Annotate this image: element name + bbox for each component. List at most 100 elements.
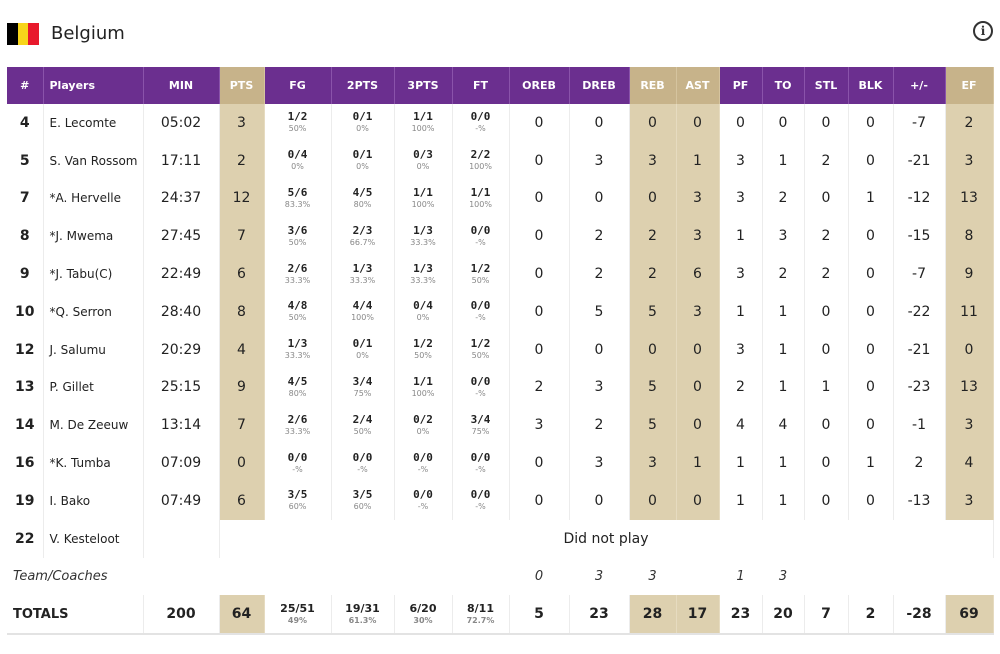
player-row: 19 I. Bako 07:49 6 3/5 60% 3/5 60% 0/0 -% 0/0 -% 0 0 0…	[7, 481, 994, 520]
turnovers: 0	[762, 104, 805, 142]
player-name[interactable]: *Q. Serron	[43, 292, 144, 331]
shot-ratio: 0/2	[413, 412, 433, 426]
two-pointers: 0/0 -%	[331, 444, 395, 482]
shot-percentage: 60%	[353, 502, 372, 512]
player-name[interactable]: *K. Tumba	[43, 444, 144, 482]
shot-percentage: -%	[292, 464, 303, 474]
shot-ratio: 19/31	[345, 601, 380, 615]
column-header-oreb[interactable]: OREB	[509, 67, 570, 104]
defensive-rebounds: 5	[569, 292, 630, 331]
player-name[interactable]: V. Kesteloot	[43, 519, 144, 558]
two-pointers: 2/3 66.7%	[331, 217, 395, 256]
column-header-pf[interactable]: PF	[719, 67, 763, 104]
column-header-min[interactable]: MIN	[143, 67, 220, 104]
minutes: 27:45	[143, 217, 220, 256]
player-row: 9 *J. Tabu(C) 22:49 6 2/6 33.3% 1/3 33.3% 1/3 33.…	[7, 255, 994, 293]
player-name[interactable]: M. De Zeeuw	[43, 406, 144, 445]
shot-percentage: 50%	[353, 426, 372, 436]
player-name[interactable]: *A. Hervelle	[43, 179, 144, 218]
player-row: 5 S. Van Rossom 17:11 2 0/4 0% 0/1 0% 0/3 0% 2/2 10…	[7, 141, 994, 180]
column-header-pts[interactable]: PTS	[219, 67, 265, 104]
field-goals: 3/6 50%	[264, 217, 332, 256]
rebounds: 2	[629, 217, 677, 256]
shot-ratio: 3/6	[287, 223, 308, 237]
steals: 0	[804, 406, 849, 445]
column-header-2pts[interactable]: 2PTS	[331, 67, 395, 104]
turnovers: 2	[762, 179, 805, 218]
shot-percentage: 0%	[416, 162, 430, 172]
player-name[interactable]: E. Lecomte	[43, 104, 144, 142]
field-goals: 0/4 0%	[264, 141, 332, 180]
shot-ratio: 0/0	[470, 223, 491, 237]
shot-ratio: 2/4	[352, 412, 373, 426]
personal-fouls: 1	[736, 568, 745, 584]
player-name[interactable]: J. Salumu	[43, 330, 144, 369]
plus-minus: -12	[893, 179, 946, 218]
efficiency: 13	[945, 179, 994, 218]
rebounds: 2	[629, 255, 677, 293]
player-number: 5	[7, 141, 44, 180]
empty-cell	[331, 558, 394, 596]
column-header-[interactable]: +/-	[893, 67, 946, 104]
efficiency	[945, 558, 993, 596]
column-header-dreb[interactable]: DREB	[569, 67, 630, 104]
steals: 2	[804, 255, 849, 293]
two-pointers: 1/3 33.3%	[331, 255, 395, 293]
defensive-rebounds: 0	[569, 104, 630, 142]
personal-fouls: 23	[719, 595, 763, 636]
shot-ratio: 0/0	[470, 488, 491, 502]
offensive-rebounds: 0	[509, 104, 570, 142]
column-header-to[interactable]: TO	[762, 67, 805, 104]
two-pointers: 4/4 100%	[331, 292, 395, 331]
shot-ratio: 6/20	[409, 601, 437, 615]
plus-minus	[893, 558, 945, 596]
assists: 6	[676, 255, 720, 293]
free-throws: 0/0 -%	[452, 481, 510, 520]
defensive-rebounds: 3	[569, 141, 630, 180]
empty-cell	[452, 558, 509, 596]
totals-label: TOTALS	[7, 595, 144, 636]
assists: 3	[676, 292, 720, 331]
blocks: 0	[848, 330, 894, 369]
field-goals: 2/6 33.3%	[264, 406, 332, 445]
player-name[interactable]: S. Van Rossom	[43, 141, 144, 180]
flag-stripe	[28, 23, 40, 45]
free-throws: 0/0 -%	[452, 368, 510, 407]
offensive-rebounds: 0	[509, 217, 570, 256]
info-icon[interactable]: i	[973, 21, 993, 41]
shot-ratio: 2/3	[352, 223, 373, 237]
turnovers: 1	[762, 141, 805, 180]
field-goals: 1/3 33.3%	[264, 330, 332, 369]
shot-ratio: 0/0	[413, 450, 433, 464]
column-header-players[interactable]: Players	[43, 67, 144, 104]
shot-ratio: 3/4	[470, 412, 491, 426]
rebounds: 5	[629, 406, 677, 445]
player-name[interactable]: *J. Tabu(C)	[43, 255, 144, 293]
turnovers: 1	[762, 292, 805, 331]
shot-ratio: 4/4	[352, 299, 373, 313]
column-header-stl[interactable]: STL	[804, 67, 849, 104]
points: 9	[219, 368, 265, 407]
free-throws: 0/0 -%	[452, 292, 510, 331]
column-header-blk[interactable]: BLK	[848, 67, 894, 104]
column-header-[interactable]: #	[7, 67, 44, 104]
player-name[interactable]: *J. Mwema	[43, 217, 144, 256]
two-pointers: 19/31 61.3%	[331, 595, 395, 636]
column-header-ft[interactable]: FT	[452, 67, 510, 104]
player-name[interactable]: P. Gillet	[43, 368, 144, 407]
column-header-reb[interactable]: REB	[629, 67, 677, 104]
player-row: 14 M. De Zeeuw 13:14 7 2/6 33.3% 2/4 50% 0/2 0% 3/…	[7, 406, 994, 445]
column-header-fg[interactable]: FG	[264, 67, 332, 104]
personal-fouls: 4	[719, 406, 763, 445]
personal-fouls: 2	[719, 368, 763, 407]
column-header-ast[interactable]: AST	[676, 67, 720, 104]
column-header-3pts[interactable]: 3PTS	[394, 67, 453, 104]
efficiency: 2	[945, 104, 994, 142]
three-pointers: 1/2 50%	[394, 330, 453, 369]
player-name[interactable]: I. Bako	[43, 481, 144, 520]
assists: 0	[676, 406, 720, 445]
player-number: 8	[7, 217, 44, 256]
column-header-ef[interactable]: EF	[945, 67, 994, 104]
rebounds: 3	[648, 568, 657, 584]
shot-percentage: 0%	[356, 162, 369, 172]
